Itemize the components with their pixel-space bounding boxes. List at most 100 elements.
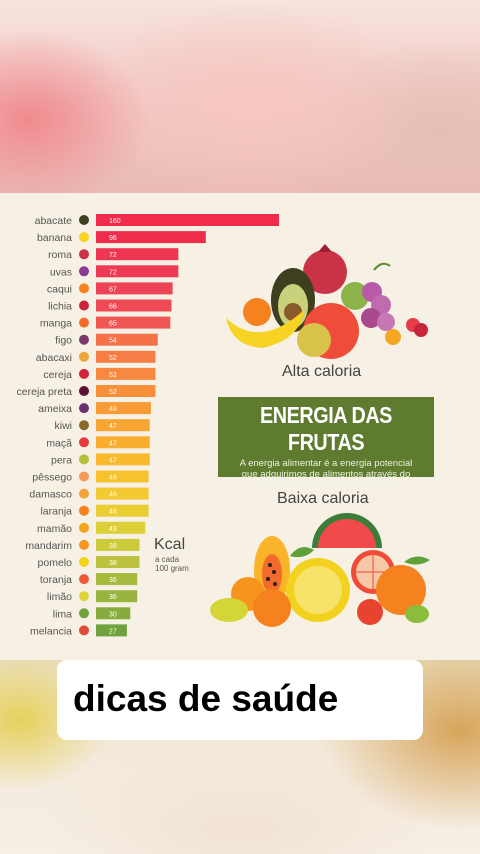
grapefruit-icon — [79, 574, 89, 585]
bar-value-label: 96 — [109, 235, 117, 242]
mandarin-icon — [79, 539, 89, 550]
bar — [96, 367, 156, 380]
lychee-icon — [79, 300, 89, 311]
category-label: maçã — [46, 437, 72, 449]
bar-value-label: 47 — [109, 423, 117, 430]
apple-icon — [79, 437, 89, 448]
bar-value-label: 27 — [109, 628, 117, 635]
category-label: pera — [51, 454, 72, 466]
bar-value-label: 43 — [109, 526, 117, 533]
bar — [96, 282, 173, 295]
papaya-icon — [79, 522, 89, 533]
bar-value-label: 46 — [109, 475, 117, 482]
lemon-icon — [79, 591, 89, 602]
bar — [96, 453, 150, 466]
apricot-icon — [79, 488, 89, 499]
pineapple-icon — [79, 351, 89, 362]
bar — [96, 385, 156, 397]
bar — [96, 590, 138, 603]
low-calorie-label: Baixa caloria — [277, 490, 369, 507]
bar-value-label: 54 — [109, 338, 117, 345]
category-label: abacate — [35, 215, 73, 227]
cherry-icon — [79, 368, 89, 379]
bar — [96, 470, 149, 483]
plum-icon — [79, 403, 89, 414]
bar — [96, 521, 146, 534]
caption-text: dicas de saúde — [73, 678, 339, 719]
caption-banner: dicas de saúde — [57, 660, 423, 740]
unit-label: Kcal — [154, 536, 186, 553]
avocado-icon — [79, 215, 89, 225]
bar-value-label: 52 — [109, 355, 117, 362]
category-label: cereja — [43, 369, 72, 381]
bar-value-label: 160 — [109, 218, 121, 225]
low-calorie-fruits-illustration — [210, 513, 430, 627]
high-calorie-label: Alta caloria — [282, 363, 362, 380]
category-label: laranja — [40, 506, 72, 518]
category-label: caqui — [47, 283, 72, 295]
bar — [96, 333, 158, 346]
bar-value-label: 47 — [109, 457, 117, 464]
watermelon-icon — [79, 625, 89, 636]
category-label: pêssego — [32, 472, 72, 484]
bar-value-label: 36 — [109, 577, 117, 584]
blurred-background-top — [0, 0, 480, 193]
category-label: limão — [47, 591, 72, 603]
orange-icon — [79, 505, 89, 516]
category-label: cereja preta — [17, 386, 73, 398]
category-label: figo — [55, 335, 72, 347]
category-label: banana — [37, 232, 72, 244]
unit-sub-label-line2: 100 gram — [155, 564, 189, 573]
unit-sub-label-line1: a cada — [155, 555, 180, 564]
pomegranate-icon — [79, 249, 89, 260]
bar-value-label: 72 — [109, 252, 117, 259]
bar-value-label: 30 — [109, 611, 117, 618]
bar — [96, 265, 179, 278]
bar — [96, 538, 140, 551]
kiwi-icon — [79, 420, 89, 431]
bar — [96, 573, 138, 586]
black-cherry-icon — [79, 386, 89, 396]
bar — [96, 299, 172, 312]
bar-value-label: 38 — [109, 543, 117, 550]
bar-value-label: 67 — [109, 286, 117, 293]
category-label: uvas — [50, 266, 72, 278]
persimmon-icon — [79, 283, 89, 294]
grapes-icon — [79, 266, 89, 277]
bar-value-label: 52 — [109, 372, 117, 379]
pear-icon — [79, 454, 89, 465]
fig-icon — [79, 334, 89, 345]
bar-value-label: 65 — [109, 321, 117, 328]
category-label: mandarim — [25, 540, 72, 552]
category-label: damasco — [29, 489, 72, 501]
bar-value-label: 46 — [109, 492, 117, 499]
category-label: mamão — [37, 523, 72, 535]
banana-icon — [79, 232, 89, 243]
bar — [96, 316, 171, 329]
title-box: ENERGIA DAS FRUTAS A energia alimentar é… — [218, 397, 434, 491]
bar-value-label: 38 — [109, 560, 117, 567]
unit-sub-label: a cada 100 gram — [155, 555, 189, 573]
category-label: lichia — [48, 301, 72, 313]
high-calorie-fruits-illustration — [226, 244, 428, 359]
chart-subtitle: A energia alimentar é a energia potencia… — [239, 458, 413, 491]
bar — [96, 214, 279, 226]
bar — [96, 419, 150, 432]
bar — [96, 504, 149, 517]
pomelo-icon — [79, 557, 89, 567]
bar — [96, 248, 179, 261]
category-label: melancia — [30, 625, 72, 637]
bar — [96, 402, 151, 415]
bar — [96, 436, 150, 449]
mango-icon — [79, 317, 89, 328]
category-label: ameixa — [38, 403, 72, 415]
bar-value-label: 72 — [109, 269, 117, 276]
chart-title: ENERGIA DAS FRUTAS — [260, 402, 392, 455]
bar — [96, 487, 149, 500]
category-label: pomelo — [38, 557, 73, 569]
bar-value-label: 48 — [109, 406, 117, 413]
bar — [96, 350, 156, 363]
bar-value-label: 36 — [109, 594, 117, 601]
category-label: lima — [53, 608, 72, 620]
